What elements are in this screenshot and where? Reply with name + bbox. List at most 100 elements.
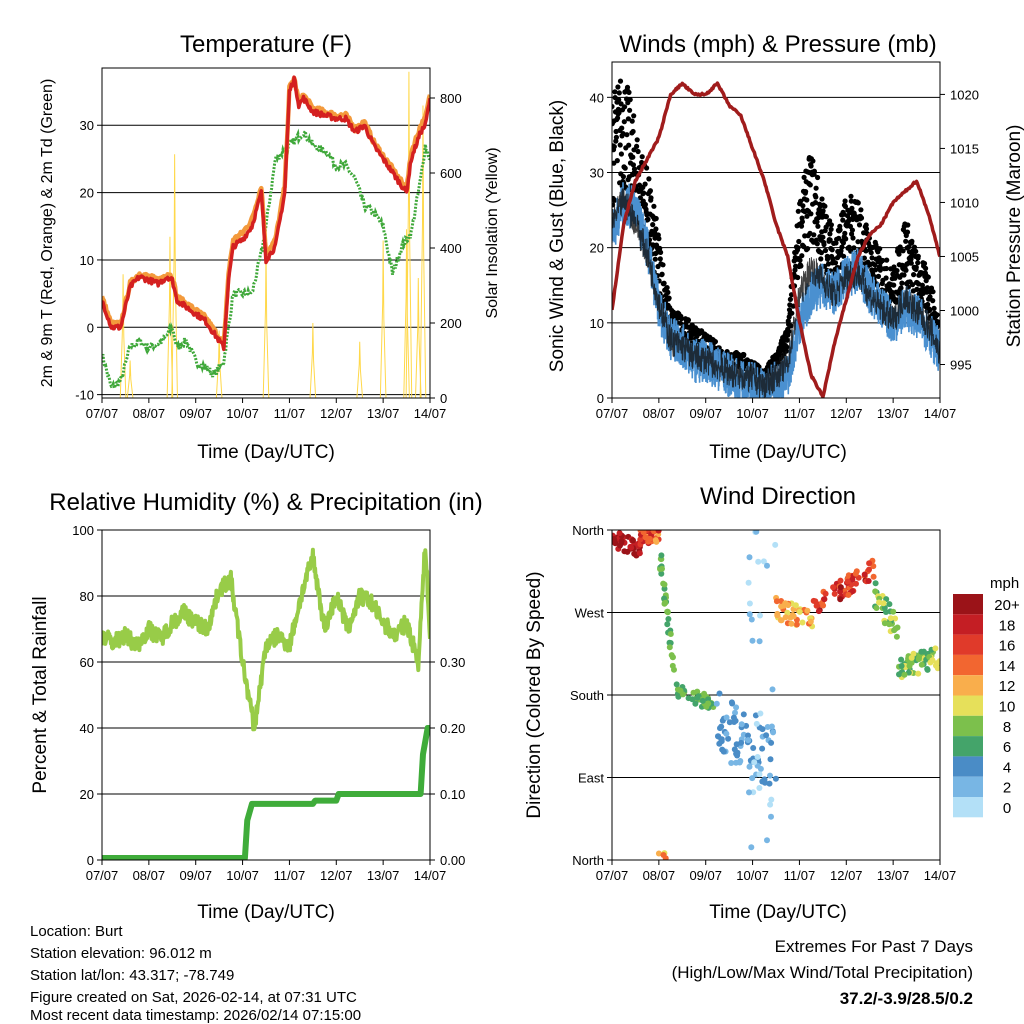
gust-point — [846, 244, 852, 250]
direction-point — [837, 596, 844, 603]
x-tick-label: 07/07 — [86, 406, 119, 421]
gust-point — [789, 310, 795, 316]
direction-point — [675, 693, 682, 700]
y-tick-label: West — [575, 606, 605, 621]
gust-point — [883, 265, 890, 272]
direction-point — [740, 711, 747, 718]
x-tick-label: 11/07 — [784, 868, 816, 883]
direction-point — [918, 661, 925, 668]
x-tick-label: 11/07 — [274, 868, 306, 883]
direction-point — [893, 633, 900, 640]
y-tick-label: 0 — [87, 320, 94, 335]
humidity-title: Relative Humidity (%) & Precipitation (i… — [49, 489, 482, 516]
y-right-tick-label: 200 — [440, 316, 462, 331]
gust-point — [832, 260, 839, 266]
gust-point — [635, 148, 641, 155]
gust-point — [795, 208, 801, 214]
gust-point — [661, 280, 667, 286]
legend-label: 2 — [1003, 780, 1011, 797]
direction-point — [745, 732, 751, 739]
gust-point — [616, 110, 622, 116]
direction-point — [658, 570, 665, 577]
gust-point — [619, 125, 625, 131]
gust-point — [909, 238, 915, 244]
direction-point — [677, 687, 684, 694]
y-tick-label: 60 — [80, 655, 94, 670]
direction-point — [768, 739, 775, 746]
gust-point — [653, 215, 659, 222]
direction-point — [655, 530, 662, 534]
gust-point — [810, 158, 816, 164]
y-right-tick-label: 0.10 — [440, 787, 465, 802]
gust-point — [651, 203, 657, 209]
gust-point — [820, 208, 826, 214]
info-created: Figure created on Sat, 2026-02-14, at 07… — [30, 989, 357, 1006]
legend-swatch — [953, 614, 983, 635]
direction-point — [726, 719, 733, 726]
info-timestamp: Most recent data timestamp: 2026/02/14 0… — [30, 1007, 361, 1024]
gust-point — [849, 205, 855, 211]
gust-point — [798, 223, 805, 229]
x-tick-label: 14/07 — [924, 406, 957, 421]
gust-point — [825, 261, 832, 267]
gust-point — [827, 237, 833, 243]
gust-point — [925, 301, 931, 308]
gust-point — [908, 260, 914, 266]
gust-point — [934, 312, 940, 318]
precipitation-line — [102, 725, 430, 860]
gust-point — [813, 185, 819, 191]
direction-point — [673, 681, 680, 688]
gust-point — [658, 249, 664, 255]
direction-point — [890, 608, 897, 615]
gust-point — [812, 200, 819, 206]
gust-point — [855, 200, 861, 206]
direction-point — [865, 578, 872, 584]
legend-label: 4 — [1003, 759, 1011, 776]
x-tick-label: 09/07 — [689, 868, 722, 883]
info-elevation: Station elevation: 96.012 m — [30, 945, 212, 962]
x-tick-label: 13/07 — [877, 868, 910, 883]
x-tick-label: 11/07 — [274, 406, 306, 421]
gust-point — [659, 271, 665, 277]
direction-point — [660, 852, 667, 858]
gust-point — [630, 128, 636, 135]
x-tick-label: 11/07 — [784, 406, 816, 421]
speed-legend: 20+ 18 16 14 12 10 8 6 4 2 0 — [953, 594, 1020, 818]
legend-label: 10 — [999, 699, 1016, 716]
y-tick-label: 10 — [80, 253, 94, 268]
gust-point — [615, 84, 621, 90]
gust-point — [858, 207, 864, 213]
gust-point — [915, 260, 921, 266]
gust-point — [903, 267, 909, 273]
direction-point — [733, 759, 739, 766]
gust-point — [849, 227, 856, 233]
gust-point — [801, 174, 807, 180]
direction-point — [718, 723, 725, 730]
gust-point — [811, 232, 817, 238]
direction-point — [731, 746, 738, 753]
direction-point — [716, 740, 723, 747]
extremes-subtitle: (High/Low/Max Wind/Total Precipitation) — [672, 963, 973, 982]
gust-point — [823, 214, 830, 220]
humidity-ylabel: Percent & Total Rainfall — [30, 596, 51, 793]
gust-point — [931, 305, 937, 311]
direction-point — [929, 657, 936, 664]
legend-label: 6 — [1003, 739, 1011, 756]
x-tick-label: 12/07 — [320, 406, 353, 421]
y-tick-label: 40 — [590, 90, 604, 105]
solar-insolation-spike — [126, 360, 134, 398]
direction-point — [612, 539, 618, 546]
y-right-tick-label: 800 — [440, 91, 462, 106]
x-tick-label: 10/07 — [736, 406, 769, 421]
direction-point — [757, 612, 763, 619]
y-tick-label: 30 — [590, 165, 604, 180]
direction-point — [660, 580, 667, 587]
direction-point — [782, 614, 789, 621]
direction-point — [749, 775, 756, 782]
legend-swatch — [953, 715, 983, 737]
gust-point — [642, 181, 648, 187]
direction-point — [748, 844, 755, 851]
gust-point — [617, 142, 623, 148]
y-right-tick-label: 1020 — [950, 87, 979, 102]
direction-point — [873, 605, 880, 611]
